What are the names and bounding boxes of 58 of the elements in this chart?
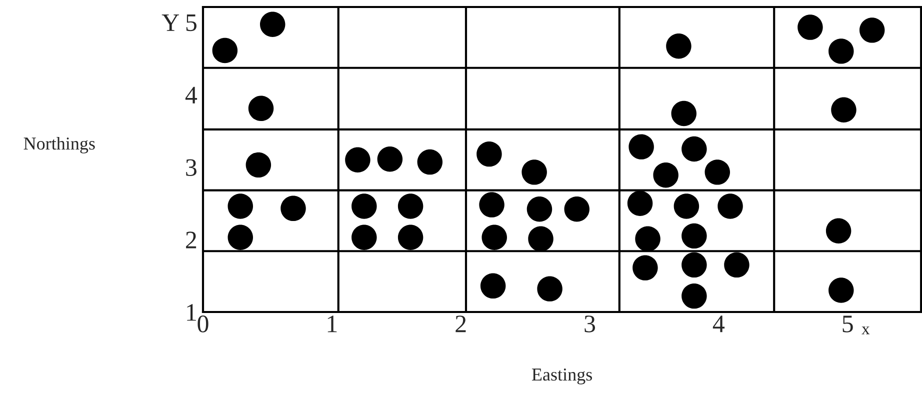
y-tick-label: 1 [187, 304, 196, 321]
point [479, 192, 504, 218]
point [627, 190, 653, 216]
point [653, 162, 678, 188]
point [522, 160, 547, 185]
point [628, 134, 654, 160]
y-tick-label: Y 5 [162, 14, 196, 32]
y-tick-label: 4 [185, 86, 198, 104]
point [352, 194, 377, 219]
point [704, 160, 730, 185]
x-tick-label: 0 [198, 316, 208, 332]
point [377, 146, 403, 172]
point [398, 194, 424, 219]
point [831, 97, 856, 122]
point [228, 224, 253, 250]
point [798, 14, 823, 40]
point [482, 224, 507, 250]
point [682, 136, 707, 162]
y-tick-label: 3 [186, 159, 196, 176]
point [828, 38, 854, 64]
point [682, 223, 707, 249]
x-tick-label: 3 [584, 316, 596, 332]
point [666, 34, 692, 59]
point [682, 252, 707, 278]
point [526, 196, 552, 222]
point [826, 218, 852, 244]
point [859, 18, 885, 43]
point [724, 252, 750, 278]
x-axis-title: Eastings [532, 368, 592, 384]
point [537, 276, 562, 302]
x-tick-label: 4 [712, 316, 725, 332]
point [352, 224, 377, 250]
x-tick-label: 2 [456, 316, 466, 332]
point [248, 96, 274, 122]
point [260, 12, 286, 37]
point [682, 283, 707, 309]
point [564, 196, 590, 222]
point [528, 226, 554, 252]
x-tick-label: 1 [328, 316, 337, 332]
y-tick-label: 2 [186, 232, 196, 248]
point [228, 194, 253, 219]
point [632, 255, 658, 280]
point [476, 141, 502, 167]
point [398, 224, 424, 250]
y-axis-title: Northings [24, 136, 95, 154]
point [674, 194, 700, 219]
point [718, 194, 743, 219]
point [417, 149, 443, 175]
point [671, 100, 696, 126]
point [212, 38, 238, 64]
point [480, 273, 506, 299]
x-tick-label: 5 [842, 316, 853, 332]
point [246, 152, 272, 178]
point [280, 196, 306, 222]
point [345, 147, 370, 172]
text: x [862, 326, 870, 334]
point [828, 278, 854, 303]
point [635, 226, 660, 252]
